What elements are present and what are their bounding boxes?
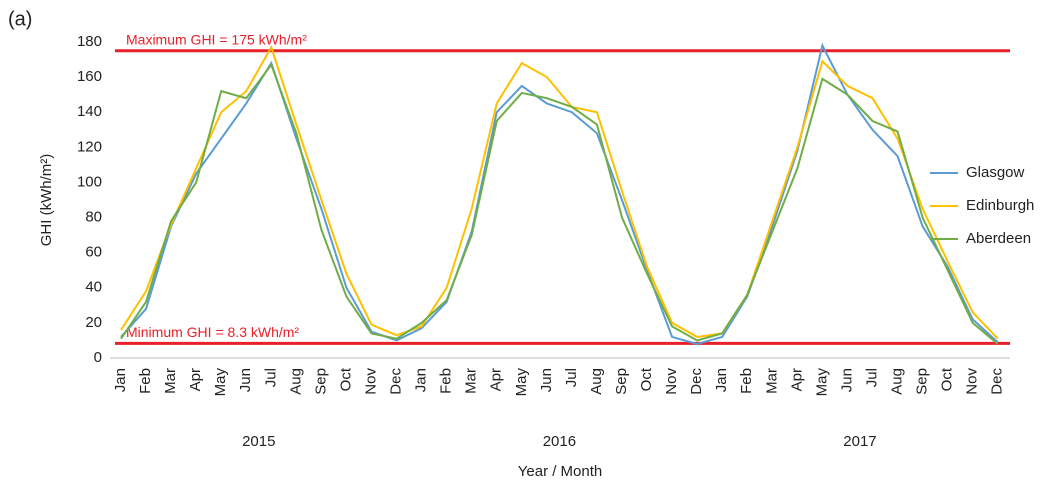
x-tick-label: Oct [638,367,655,391]
x-tick-label: Nov [663,368,680,395]
y-tick-label: 100 [77,173,102,190]
x-tick-label: Jan [713,368,730,392]
series-line [120,44,999,340]
legend-label: Aberdeen [966,230,1031,247]
x-tick-label: Mar [463,368,480,394]
x-tick-label: Jun [237,368,254,392]
x-tick-label: Apr [187,368,204,391]
x-axis-label: Year / Month [518,463,603,480]
y-tick-label: 140 [77,103,102,120]
y-tick-label: 60 [85,244,102,261]
group-label: 2017 [843,433,876,450]
x-tick-label: Jul [262,368,279,387]
x-tick-label: Nov [964,368,981,395]
y-tick-label: 120 [77,138,102,155]
x-tick-label: Jun [538,368,555,392]
x-tick-label: May [212,368,229,397]
x-tick-label: Sep [613,368,630,395]
y-tick-label: 180 [77,33,102,50]
x-tick-label: May [513,368,530,397]
panel-label: (a) [8,8,32,30]
x-tick-label: May [813,368,830,397]
y-tick-label: 80 [85,209,102,226]
reference-label: Maximum GHI = 175 kWh/m² [126,31,307,47]
reference-label: Minimum GHI = 8.3 kWh/m² [126,324,299,340]
x-tick-label: Feb [738,368,755,394]
x-tick-label: Aug [287,368,304,395]
x-tick-label: Aug [889,368,906,395]
y-tick-label: 0 [94,349,102,366]
x-tick-label: Jan [413,368,430,392]
y-axis-label: GHI (kWh/m²) [38,154,55,246]
x-tick-label: Mar [763,368,780,394]
legend-label: Glasgow [966,164,1025,181]
y-tick-label: 20 [85,314,102,331]
x-tick-label: Jun [838,368,855,392]
x-tick-label: Jan [112,368,129,392]
x-tick-label: Dec [688,368,705,395]
series-line [120,62,999,345]
x-tick-label: Aug [588,368,605,395]
x-tick-label: Mar [162,368,179,394]
x-tick-label: Sep [914,368,931,395]
x-tick-label: Nov [362,368,379,395]
x-tick-label: Feb [137,368,154,394]
x-tick-label: Jul [863,368,880,387]
y-tick-label: 160 [77,68,102,85]
y-tick-label: 40 [85,279,102,296]
x-tick-label: Oct [337,367,354,391]
x-tick-label: Apr [488,368,505,391]
group-label: 2015 [242,433,275,450]
x-tick-label: Dec [989,368,1006,395]
x-tick-label: Jul [563,368,580,387]
x-tick-label: Apr [788,368,805,391]
x-tick-label: Dec [388,368,405,395]
x-tick-label: Sep [312,368,329,395]
legend-label: Edinburgh [966,197,1034,214]
x-tick-label: Feb [438,368,455,394]
x-tick-label: Oct [939,367,956,391]
group-label: 2016 [543,433,576,450]
